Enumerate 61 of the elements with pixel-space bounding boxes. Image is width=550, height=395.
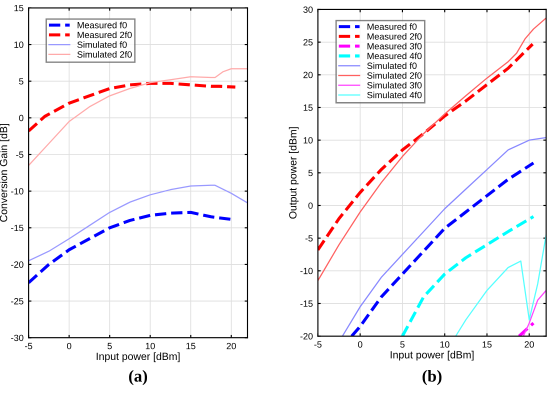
line-series	[28, 82, 237, 133]
line-series	[342, 136, 546, 336]
x-tick-label: 0	[358, 341, 362, 348]
line-series	[318, 17, 546, 282]
line-series	[350, 161, 535, 336]
y-tick-label: 5	[19, 78, 24, 85]
y-tick-label: -5	[16, 152, 24, 158]
y-tick-label: 10	[14, 42, 24, 48]
legend-label: Measured 3f0	[368, 42, 422, 50]
x-tick-label: 20	[524, 341, 534, 348]
legend-label: Measured 2f0	[368, 33, 422, 40]
x-axis-title: Input power [dBm]	[96, 352, 180, 362]
y-tick-label: 30	[303, 6, 313, 13]
y-tick-label: -20	[11, 261, 24, 268]
x-tick-label: 0	[66, 342, 72, 350]
text: (b)	[422, 370, 442, 386]
y-tick-label: -10	[300, 268, 313, 274]
legend-label: Simulated 2f0	[77, 51, 132, 58]
line-series	[28, 184, 248, 262]
x-tick-label: 20	[226, 342, 236, 350]
y-tick-label: 15	[14, 4, 24, 12]
legend-label: Simulated f0	[367, 62, 417, 69]
y-tick-label: -10	[11, 188, 24, 194]
y-tick-label: 25	[303, 39, 313, 46]
line-series	[522, 290, 546, 336]
y-tick-label: -30	[11, 334, 24, 342]
x-tick-label: 10	[146, 342, 155, 350]
x-tick-label: 15	[186, 342, 196, 350]
y-axis-title: Conversion Gain [dB]	[0, 124, 10, 222]
x-tick-label: -5	[314, 341, 322, 348]
x-tick-label: -5	[24, 342, 32, 350]
y-tick-label: -25	[11, 298, 24, 304]
x-tick-label: 10	[440, 341, 450, 348]
y-tick-label: -15	[11, 224, 24, 232]
text: (a)	[129, 370, 148, 386]
x-tick-label: 5	[400, 341, 405, 348]
x-tick-label: 15	[482, 341, 492, 348]
legend-label: Measured 4f0	[368, 52, 422, 60]
legend-label: Measured f0	[78, 22, 127, 28]
line-series	[28, 68, 248, 166]
x-tick-label: 5	[108, 342, 112, 350]
y-tick-label: 0	[19, 114, 24, 122]
y-tick-label: 10	[304, 137, 313, 144]
legend-label: Simulated 2f0	[367, 72, 422, 79]
legend-label: Measured f0	[368, 23, 417, 30]
y-tick-label: 15	[304, 104, 313, 111]
y-tick-label: -15	[300, 300, 313, 307]
y-axis-title: Output power [dBm]	[288, 127, 299, 219]
legend-label: Simulated f0	[77, 41, 127, 48]
y-tick-label: -20	[300, 333, 313, 340]
legend-label: Simulated 4f0	[367, 92, 422, 98]
y-tick-label: -5	[305, 235, 313, 242]
legend-label: Measured 2f0	[78, 31, 132, 38]
x-axis-title: Input power [dBm]	[390, 350, 474, 361]
y-tick-label: 20	[303, 72, 313, 78]
legend-label: Simulated 3f0	[367, 82, 422, 88]
line-series	[455, 234, 546, 336]
line-series	[318, 42, 534, 252]
y-tick-label: 5	[308, 170, 313, 176]
line-series	[400, 215, 535, 336]
y-tick-label: 0	[308, 202, 313, 209]
